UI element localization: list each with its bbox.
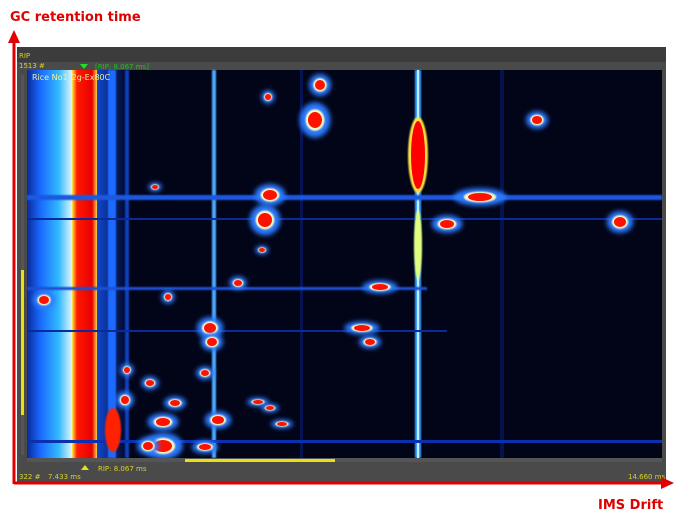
spot [253,400,263,404]
spot [39,296,49,304]
spot [315,80,325,90]
spot [146,380,154,386]
spot [143,442,153,450]
spot [258,213,272,227]
spot [266,406,274,410]
spot [263,190,277,200]
top-bar [17,47,666,62]
spot [468,193,492,201]
rip-marker-bottom: RIP: 8.067 ms [98,465,147,473]
spot [532,116,542,124]
spot [207,338,217,346]
start-time: 7.433 ms [48,473,81,481]
spot [614,217,626,227]
end-time: 14.660 ms [628,473,666,481]
spot [259,248,265,252]
rip-label: RIP [19,52,30,60]
spot [234,280,242,286]
spot [121,396,129,404]
spot [365,339,375,345]
spot [156,418,170,426]
spot [212,416,224,424]
spot [201,370,209,376]
bottom-index: 322 # [19,473,41,481]
spot [308,112,322,128]
spot [204,323,216,333]
spot [152,185,158,189]
spot [170,400,180,406]
spot [199,444,211,450]
spot [354,325,370,331]
h-scrollbar [27,458,662,462]
page: RIP 1513 # [RIP: 8.067 ms] Rice No1_2g-E… [0,0,680,513]
spot [165,294,171,300]
y-axis-label: GC retention time [10,10,141,25]
spot [124,367,130,373]
spot [372,284,388,290]
sample-name: Rice No1_2g-Ex80C [32,73,111,82]
x-axis-label: IMS Drift [598,498,663,513]
spot [440,220,454,228]
top-index: 1513 # [19,62,45,70]
spot [277,422,287,426]
screenshot: RIP 1513 # [RIP: 8.067 ms] Rice No1_2g-E… [0,0,680,513]
rip-marker: [RIP: 8.067 ms] [95,63,149,71]
spot [265,94,271,100]
